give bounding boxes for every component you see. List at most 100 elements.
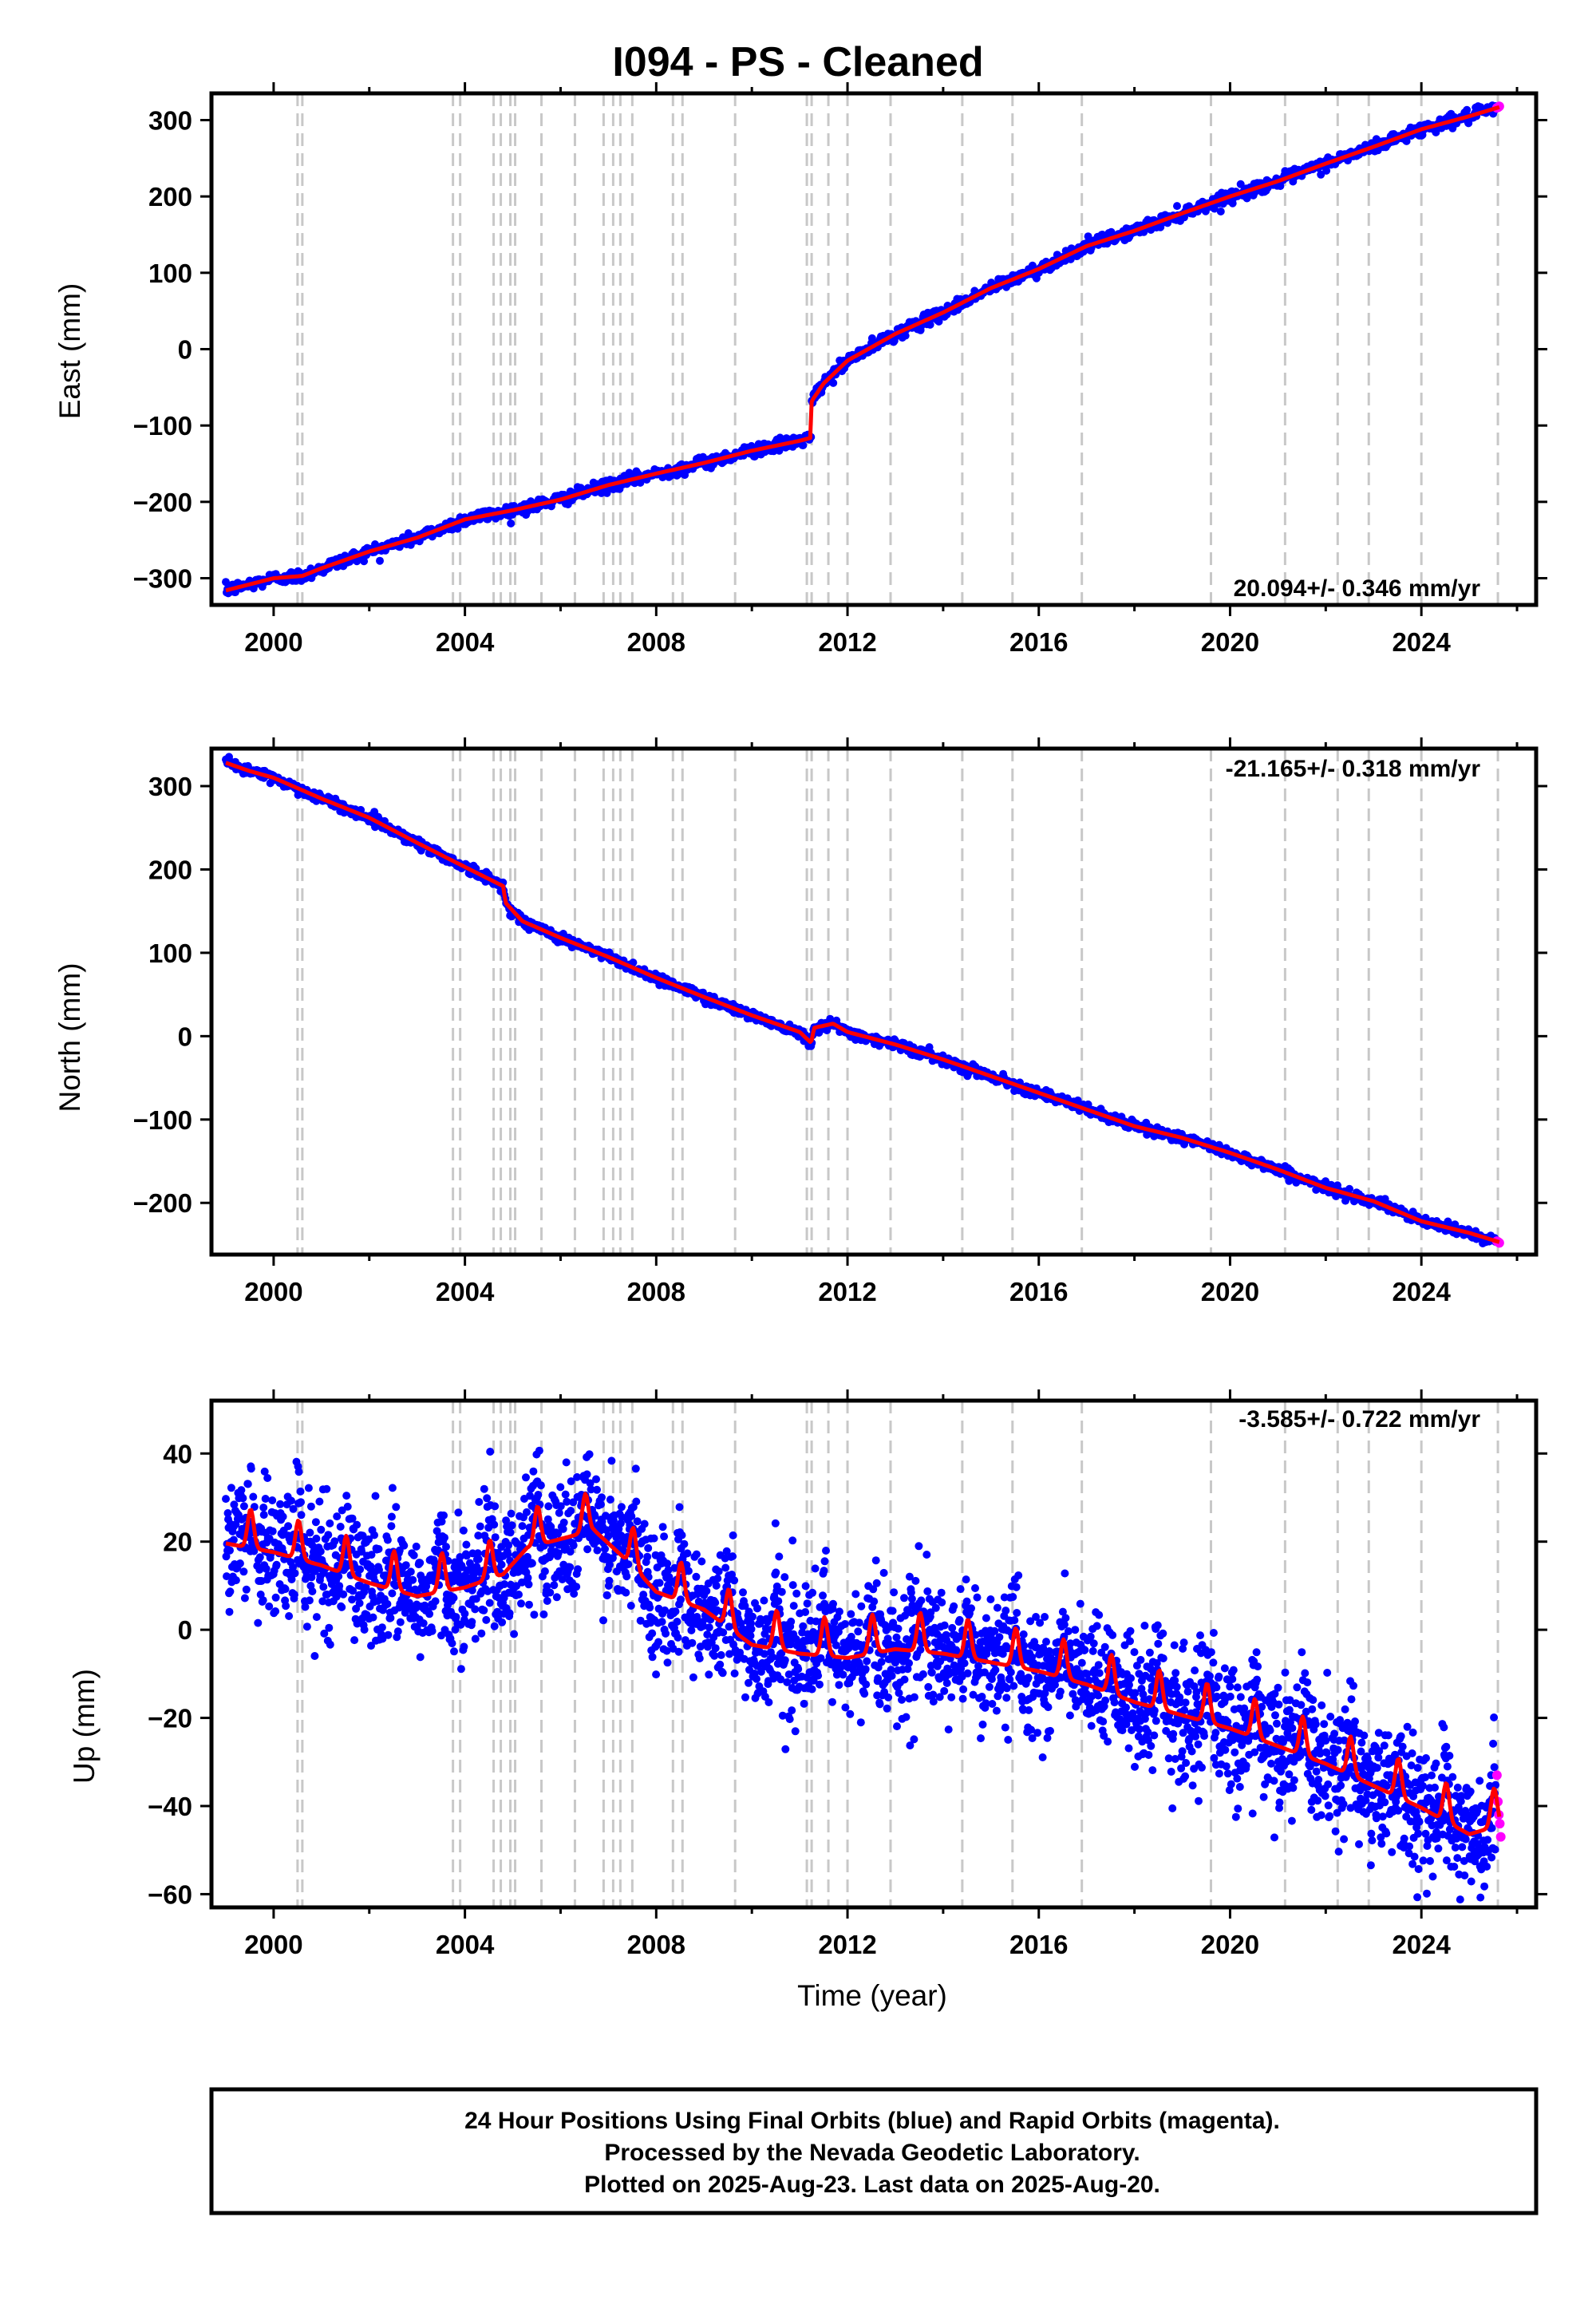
up-final-point (333, 1512, 342, 1521)
up-final-point (680, 1539, 689, 1548)
up-final-point (367, 1642, 375, 1650)
up-final-point (504, 1550, 512, 1559)
up-final-point (602, 1591, 611, 1599)
up-final-point (239, 1494, 247, 1503)
up-final-point (428, 1626, 437, 1635)
north-rate-label: -21.165+/- 0.318 mm/yr (1226, 756, 1481, 782)
up-final-point (616, 1519, 625, 1528)
north-x-tick-label: 2008 (627, 1277, 685, 1306)
up-final-point (272, 1560, 281, 1569)
up-final-point (294, 1468, 303, 1476)
up-final-point (349, 1587, 358, 1595)
up-final-point (768, 1653, 776, 1662)
up-final-point (556, 1502, 565, 1511)
east-x-tick-label: 2024 (1392, 627, 1451, 657)
east-final-point (1210, 204, 1219, 213)
north-model-line (225, 761, 1500, 1244)
up-final-point (829, 1599, 837, 1608)
up-final-point (523, 1552, 531, 1561)
up-final-point (566, 1563, 575, 1571)
up-final-point (367, 1551, 376, 1559)
up-final-point (692, 1572, 701, 1581)
up-final-point (285, 1612, 294, 1620)
up-final-point (468, 1618, 476, 1626)
up-final-point (587, 1485, 595, 1494)
up-final-point (486, 1448, 495, 1456)
up-final-point (713, 1574, 722, 1583)
north-x-tick-label: 2000 (244, 1277, 302, 1306)
up-final-point (678, 1531, 686, 1539)
up-final-point (597, 1500, 605, 1509)
up-final-point (226, 1587, 235, 1596)
up-final-point (592, 1475, 600, 1484)
up-final-point (431, 1597, 440, 1606)
up-final-point (226, 1546, 234, 1555)
up-final-point (705, 1670, 713, 1679)
up-final-point (689, 1673, 697, 1682)
up-final-point (326, 1640, 334, 1649)
up-final-point (524, 1580, 533, 1589)
up-final-point (822, 1547, 830, 1555)
up-final-point (801, 1582, 810, 1591)
east-y-tick-label: 100 (148, 259, 192, 288)
east-final-point (1317, 170, 1325, 179)
up-final-point (605, 1576, 614, 1585)
up-final-point (456, 1553, 464, 1561)
up-final-point (263, 1474, 272, 1482)
up-final-point (626, 1602, 635, 1610)
up-final-point (306, 1528, 314, 1537)
east-model-line (225, 105, 1500, 593)
up-final-point (800, 1699, 808, 1708)
up-final-point (741, 1693, 749, 1701)
up-final-point (527, 1559, 536, 1567)
up-final-point (311, 1518, 320, 1527)
up-final-point (523, 1508, 531, 1516)
up-final-point (711, 1644, 720, 1653)
up-final-point (556, 1483, 565, 1492)
up-final-point (297, 1511, 306, 1520)
up-final-point (655, 1579, 664, 1587)
up-final-point (654, 1638, 663, 1646)
up-final-point (591, 1512, 599, 1520)
up-final-point (745, 1678, 753, 1687)
north-x-tick-label: 2024 (1392, 1277, 1451, 1306)
up-final-point (622, 1572, 631, 1581)
up-final-point (320, 1629, 329, 1638)
up-final-point (561, 1490, 570, 1499)
up-final-point (237, 1486, 246, 1495)
up-final-point (491, 1533, 500, 1542)
up-final-point (555, 1508, 563, 1517)
up-final-point (392, 1503, 401, 1512)
up-final-point (705, 1623, 713, 1632)
up-final-point (259, 1596, 267, 1605)
up-final-point (343, 1502, 352, 1511)
up-final-point (648, 1653, 657, 1662)
up-final-point (756, 1614, 764, 1623)
up-final-point (697, 1557, 706, 1566)
up-final-point (515, 1591, 523, 1599)
up-final-point (437, 1517, 446, 1526)
up-final-point (412, 1542, 421, 1551)
up-final-point (760, 1596, 768, 1605)
east-x-tick-label: 2012 (818, 627, 876, 657)
up-final-point (348, 1514, 357, 1523)
up-final-point (384, 1630, 393, 1639)
up-final-point (791, 1727, 800, 1736)
up-final-point (725, 1650, 734, 1658)
up-final-point (370, 1531, 378, 1539)
up-final-point (460, 1610, 469, 1618)
up-final-point (517, 1599, 525, 1608)
up-final-point (387, 1522, 396, 1531)
up-final-point (222, 1495, 230, 1504)
north-y-tick-label: 0 (178, 1022, 192, 1051)
east-x-tick-label: 2004 (436, 627, 495, 657)
east-y-tick-label: −100 (133, 411, 192, 441)
up-final-point (450, 1647, 458, 1656)
up-final-point (658, 1523, 667, 1531)
up-final-point (301, 1603, 310, 1611)
up-final-point (353, 1520, 361, 1529)
up-final-point (543, 1597, 551, 1605)
up-final-point (646, 1603, 654, 1612)
up-final-point (265, 1602, 274, 1611)
